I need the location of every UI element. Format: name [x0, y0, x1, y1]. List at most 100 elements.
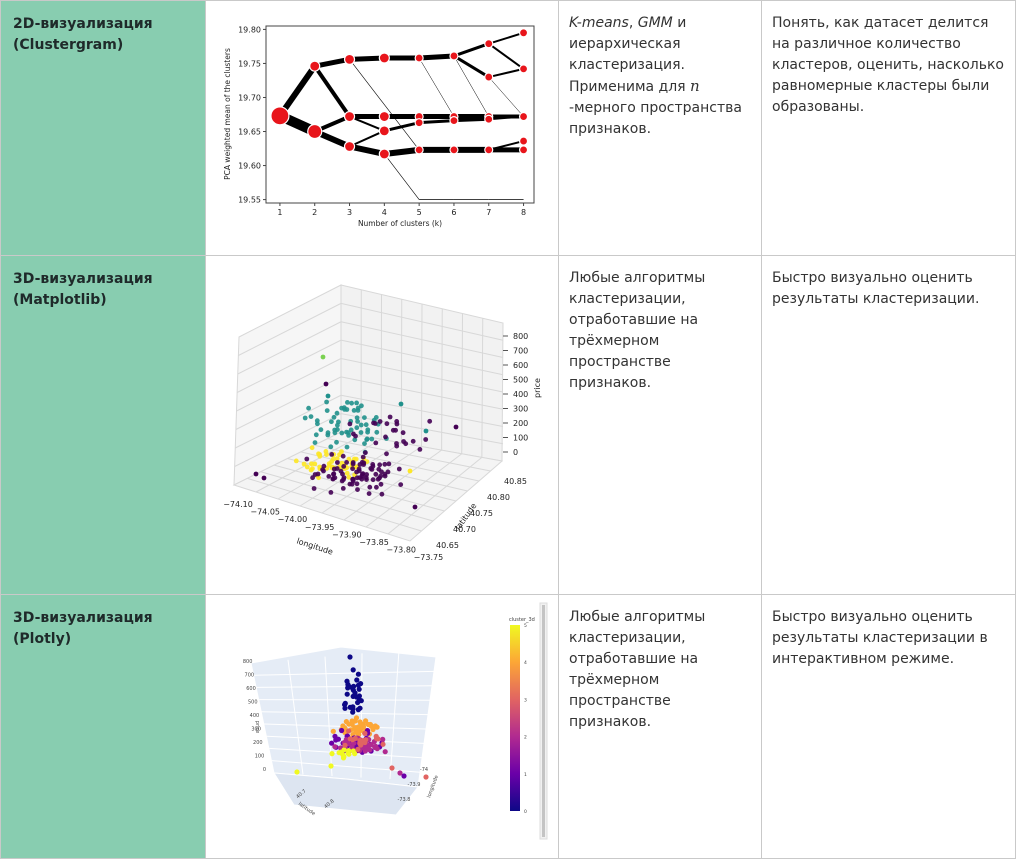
y-tick-label: 19.60 — [238, 162, 261, 171]
y-tick-label: 19.70 — [238, 93, 261, 102]
grid-line — [461, 313, 463, 454]
data-point — [427, 418, 433, 424]
method-name-line1: 3D-визуализация — [13, 271, 153, 287]
data-point — [328, 763, 334, 769]
data-point — [347, 736, 353, 742]
cluster-node — [270, 106, 290, 126]
data-point — [387, 414, 393, 420]
data-point — [302, 415, 308, 421]
z-tick-label: 100 — [255, 754, 265, 760]
data-point — [340, 453, 346, 459]
data-point — [453, 424, 459, 430]
data-point — [423, 437, 429, 442]
data-point — [389, 765, 395, 771]
cluster-node — [378, 110, 390, 123]
grid-line — [238, 302, 342, 356]
data-point — [312, 472, 318, 477]
x-axis-label: Number of clusters (k) — [358, 219, 442, 228]
algo-text-part2: -мерного пространства признаков. — [569, 100, 742, 137]
cluster-edge — [488, 76, 524, 117]
data-point — [328, 444, 334, 450]
data-point — [377, 475, 382, 481]
grid-line — [324, 656, 333, 777]
cluster-edge — [314, 56, 351, 69]
data-point — [365, 721, 371, 728]
z-tick-label: 600 — [513, 361, 528, 370]
y-tick-label: -74 — [420, 767, 428, 773]
cluster-edge — [488, 42, 525, 70]
data-point — [354, 694, 360, 700]
cluster-edge — [349, 115, 385, 132]
data-point — [354, 469, 359, 475]
data-point — [361, 460, 367, 466]
algorithms-cell: Любые алгоритмы кластеризации, отработав… — [558, 594, 762, 859]
data-point — [384, 451, 389, 457]
data-point — [368, 742, 374, 748]
data-point — [344, 691, 350, 697]
z-tick-label: 700 — [245, 673, 255, 679]
data-point — [310, 466, 315, 471]
data-point — [382, 461, 388, 467]
data-point — [349, 481, 355, 487]
data-point — [334, 456, 340, 461]
data-point — [293, 458, 299, 464]
data-point — [339, 405, 344, 411]
grid-line — [421, 303, 423, 447]
y-tick-label: 19.75 — [238, 59, 261, 68]
data-point — [354, 728, 360, 734]
data-point — [373, 471, 379, 477]
table-row: 3D-визуализация (Plotly) 0 100 200 300 400 50… — [0, 594, 1016, 859]
data-point — [304, 464, 310, 470]
data-point — [350, 706, 356, 712]
data-point — [342, 705, 348, 711]
z-tick-label: 300 — [251, 727, 261, 733]
z-tick-label: 400 — [513, 390, 528, 399]
data-point — [383, 434, 388, 440]
z-tick-label: 300 — [513, 405, 528, 414]
data-point — [394, 443, 400, 449]
data-point — [382, 473, 388, 479]
data-point — [412, 504, 418, 510]
data-point — [329, 751, 335, 757]
data-point — [346, 474, 352, 480]
cluster-edge — [488, 67, 524, 79]
cluster-node — [518, 64, 529, 74]
cluster-edge — [418, 53, 455, 61]
data-point — [362, 739, 368, 746]
data-point — [351, 431, 356, 437]
data-point — [423, 774, 429, 780]
data-point — [312, 440, 318, 445]
x-tick-label: 3 — [347, 208, 352, 217]
data-point — [329, 740, 335, 746]
data-point — [360, 473, 365, 479]
method-name-line2: (Matplotlib) — [13, 292, 107, 308]
data-point — [318, 427, 324, 433]
data-point — [261, 475, 267, 481]
goal-cell: Быстро визуально оценить результаты клас… — [761, 594, 1016, 859]
method-name-line1: 2D-визуализация — [13, 16, 153, 32]
data-point — [345, 685, 351, 691]
data-point — [332, 430, 338, 436]
x-tick-label: 5 — [417, 208, 422, 217]
data-point — [360, 724, 366, 730]
data-point — [355, 419, 360, 424]
method-name: 2D-визуализация (Clustergram) — [1, 1, 205, 56]
data-point — [347, 421, 353, 427]
goal-text: Понять, как датасет делится на различное… — [772, 15, 1004, 115]
grid-line — [236, 358, 342, 412]
data-point — [339, 727, 345, 734]
data-point — [351, 408, 357, 413]
data-point — [407, 468, 413, 474]
cluster-node — [378, 52, 390, 64]
data-point — [362, 730, 368, 736]
cluster-edge — [488, 115, 524, 121]
data-point — [363, 422, 369, 428]
data-point — [304, 456, 310, 462]
cluster-edge — [453, 117, 489, 123]
data-point — [352, 735, 358, 741]
data-point — [353, 715, 360, 721]
data-point — [326, 474, 332, 479]
data-point — [357, 462, 363, 467]
cluster-edge — [488, 31, 524, 45]
data-point — [331, 466, 337, 472]
